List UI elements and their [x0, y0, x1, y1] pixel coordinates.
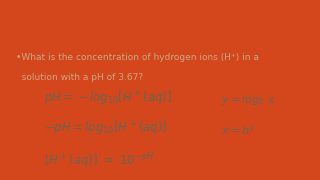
Text: $x = b^y$: $x = b^y$ — [221, 123, 256, 137]
Text: $y = log_b\ x$: $y = log_b\ x$ — [221, 93, 276, 107]
Text: solution with a pH of 3.67?: solution with a pH of 3.67? — [16, 73, 143, 82]
Text: Step 1: Rearranging the pH equation: Step 1: Rearranging the pH equation — [16, 15, 286, 30]
Text: $pH = -log_{10}[H^+(aq)]$: $pH = -log_{10}[H^+(aq)]$ — [44, 90, 172, 108]
Text: $[H^+(aq)] \ = \ 10^{-pH}$: $[H^+(aq)] \ = \ 10^{-pH}$ — [44, 151, 154, 171]
Text: $-pH = log_{10}[H^+(aq)]$: $-pH = log_{10}[H^+(aq)]$ — [44, 120, 167, 138]
Text: •What is the concentration of hydrogen ions (H⁺) in a: •What is the concentration of hydrogen i… — [16, 53, 259, 62]
